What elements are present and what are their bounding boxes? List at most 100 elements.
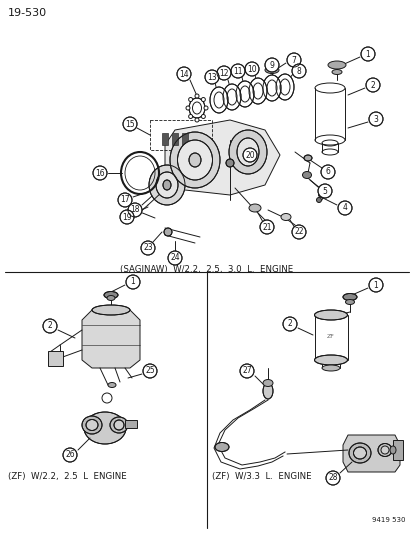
Bar [171, 133, 178, 145]
Text: 1: 1 [373, 280, 377, 289]
Text: 6: 6 [325, 167, 330, 176]
Circle shape [317, 184, 331, 198]
Text: 11: 11 [233, 67, 242, 76]
Ellipse shape [177, 140, 212, 180]
Circle shape [337, 201, 351, 215]
Ellipse shape [185, 106, 190, 110]
Bar [182, 133, 188, 145]
Circle shape [93, 166, 107, 180]
Text: 25: 25 [145, 367, 154, 376]
Ellipse shape [163, 180, 171, 190]
Text: (ZF)  W/3.3  L.  ENGINE: (ZF) W/3.3 L. ENGINE [211, 472, 311, 481]
Ellipse shape [114, 420, 124, 430]
Ellipse shape [189, 153, 201, 167]
Ellipse shape [264, 67, 278, 74]
Text: 15: 15 [125, 119, 135, 128]
Text: 2: 2 [47, 321, 52, 330]
Polygon shape [342, 435, 399, 472]
Circle shape [259, 220, 273, 234]
Text: 14: 14 [179, 69, 188, 78]
Text: 8: 8 [296, 67, 301, 76]
Text: 19-530: 19-530 [8, 8, 47, 18]
Ellipse shape [92, 305, 130, 315]
Text: 13: 13 [206, 72, 216, 82]
Text: 9: 9 [269, 61, 274, 69]
Ellipse shape [275, 74, 293, 100]
Circle shape [368, 278, 382, 292]
Ellipse shape [248, 78, 266, 104]
Text: 18: 18 [130, 206, 140, 214]
Text: 20: 20 [244, 150, 254, 159]
Text: 7: 7 [291, 55, 296, 64]
Text: 5: 5 [322, 187, 327, 196]
Ellipse shape [188, 115, 192, 118]
Circle shape [244, 62, 259, 76]
Circle shape [320, 165, 334, 179]
Ellipse shape [84, 412, 126, 444]
Ellipse shape [342, 294, 356, 301]
Ellipse shape [201, 98, 205, 101]
Text: 19: 19 [122, 213, 131, 222]
Ellipse shape [188, 98, 192, 101]
Ellipse shape [223, 84, 240, 110]
Circle shape [118, 193, 132, 207]
Ellipse shape [204, 106, 207, 110]
Ellipse shape [262, 379, 272, 386]
Ellipse shape [108, 383, 116, 387]
Circle shape [142, 364, 157, 378]
Ellipse shape [314, 310, 347, 320]
Ellipse shape [280, 214, 290, 221]
Circle shape [282, 317, 296, 331]
Circle shape [120, 210, 134, 224]
Ellipse shape [314, 355, 347, 365]
Ellipse shape [380, 446, 388, 454]
Circle shape [242, 148, 256, 162]
Text: 12: 12 [219, 69, 228, 77]
Circle shape [286, 53, 300, 67]
Ellipse shape [164, 228, 171, 236]
Ellipse shape [195, 94, 199, 98]
Ellipse shape [389, 446, 395, 454]
Ellipse shape [107, 295, 115, 301]
Ellipse shape [201, 115, 205, 118]
Circle shape [240, 364, 254, 378]
Ellipse shape [82, 416, 102, 434]
Ellipse shape [316, 198, 321, 203]
Ellipse shape [195, 118, 199, 122]
Circle shape [291, 225, 305, 239]
Circle shape [43, 319, 57, 333]
Text: 2: 2 [370, 80, 375, 90]
Bar [48, 351, 63, 366]
Circle shape [368, 112, 382, 126]
Ellipse shape [348, 443, 370, 463]
Ellipse shape [156, 172, 178, 198]
Ellipse shape [262, 383, 272, 399]
Text: 22: 22 [294, 228, 303, 237]
Ellipse shape [345, 300, 354, 304]
Ellipse shape [262, 75, 280, 101]
Text: 24: 24 [170, 254, 179, 262]
Text: (SAGINAW)  W/2.2,  2.5,  3.0  L.  ENGINE: (SAGINAW) W/2.2, 2.5, 3.0 L. ENGINE [120, 265, 293, 274]
Bar [161, 133, 168, 145]
Ellipse shape [86, 419, 98, 431]
Circle shape [141, 241, 154, 255]
Circle shape [126, 275, 140, 289]
Ellipse shape [303, 155, 311, 161]
Text: 27: 27 [242, 367, 251, 376]
Ellipse shape [104, 292, 118, 298]
Ellipse shape [236, 138, 259, 166]
Circle shape [230, 64, 244, 78]
Circle shape [168, 251, 182, 265]
Circle shape [123, 117, 137, 131]
Ellipse shape [327, 61, 345, 69]
Text: 28: 28 [328, 473, 337, 482]
Circle shape [325, 471, 339, 485]
Text: 26: 26 [65, 450, 75, 459]
Ellipse shape [214, 442, 228, 451]
Ellipse shape [318, 192, 325, 198]
Ellipse shape [189, 98, 204, 118]
Circle shape [63, 448, 77, 462]
Circle shape [291, 64, 305, 78]
Circle shape [177, 67, 190, 81]
Text: 23: 23 [143, 244, 152, 253]
